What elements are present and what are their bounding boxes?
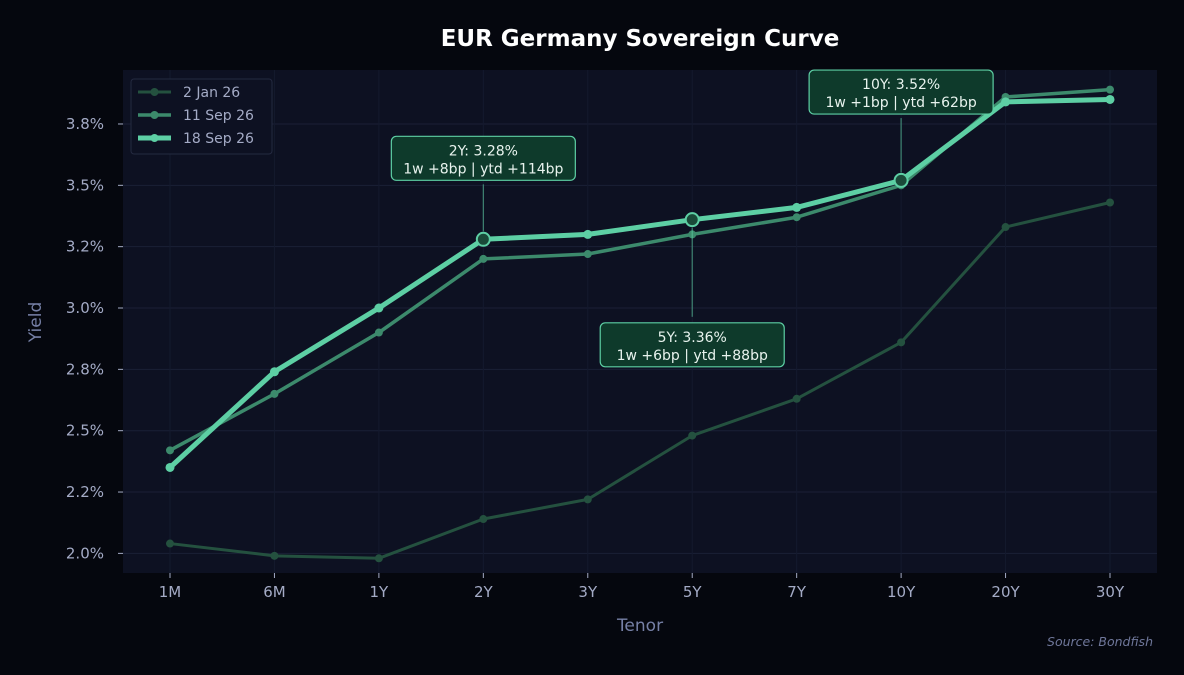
x-tick-label: 5Y xyxy=(683,583,703,601)
y-tick-label: 2.5% xyxy=(66,422,104,440)
y-tick-label: 2.2% xyxy=(66,483,104,501)
annotation-line2: 1w +6bp | ytd +88bp xyxy=(617,348,768,364)
annotation-line1: 10Y: 3.52% xyxy=(862,77,940,93)
x-axis-ticks: 1M 6M 1Y 2Y 3Y 5Y 7Y 10Y 20Y 30Y xyxy=(159,573,1125,601)
plot-area xyxy=(123,70,1157,573)
data-point xyxy=(270,389,279,398)
annotation-line2: 1w +8bp | ytd +114bp xyxy=(403,161,563,177)
y-tick-label: 3.8% xyxy=(66,115,104,133)
data-point xyxy=(583,229,593,239)
x-tick-label: 30Y xyxy=(1096,583,1125,601)
annotation-box xyxy=(599,322,785,368)
data-point xyxy=(269,367,279,377)
y-tick-label: 2.8% xyxy=(66,360,104,378)
y-tick-label: 2.0% xyxy=(66,544,104,562)
x-tick-label: 1M xyxy=(159,583,182,601)
x-tick-label: 2Y xyxy=(474,583,494,601)
data-point xyxy=(792,202,802,212)
annotation-line1: 2Y: 3.28% xyxy=(449,143,518,159)
y-tick-label: 3.2% xyxy=(66,238,104,256)
data-point xyxy=(583,495,592,504)
annotation-line2: 1w +1bp | ytd +62bp xyxy=(825,95,976,111)
highlight-point xyxy=(893,172,909,188)
y-tick-label: 3.5% xyxy=(66,176,104,194)
legend-label: 2 Jan 26 xyxy=(183,85,240,101)
x-tick-label: 3Y xyxy=(578,583,598,601)
source-note: Source: Bondfish xyxy=(1047,634,1153,649)
legend-swatch-marker xyxy=(150,134,159,142)
data-point xyxy=(479,515,488,524)
data-point xyxy=(1106,198,1114,207)
x-tick-label: 1Y xyxy=(370,583,390,601)
series-line-0 xyxy=(168,200,1112,560)
annotations: 2Y: 3.28% 1w +8bp | ytd +114bp 5Y: 3.36% 1w… xyxy=(390,69,994,368)
highlight-point xyxy=(684,212,700,228)
data-point xyxy=(1001,97,1011,107)
data-point xyxy=(583,250,592,259)
legend-label: 18 Sep 26 xyxy=(183,131,254,147)
data-point xyxy=(1105,94,1115,104)
data-point xyxy=(479,254,488,263)
highlight-point xyxy=(475,231,491,247)
annotation-line1: 5Y: 3.36% xyxy=(658,330,727,346)
data-point xyxy=(897,338,906,347)
data-point xyxy=(792,394,801,403)
data-point xyxy=(1106,85,1114,94)
y-tick-label: 3.0% xyxy=(66,299,104,317)
x-tick-label: 20Y xyxy=(991,583,1020,601)
series-line-2 xyxy=(167,96,1113,470)
x-tick-label: 6M xyxy=(263,583,286,601)
data-point xyxy=(166,446,174,455)
legend-label: 11 Sep 26 xyxy=(183,108,254,124)
data-point xyxy=(165,462,175,472)
x-tick-label: 7Y xyxy=(787,583,807,601)
x-axis-label: Tenor xyxy=(616,616,663,636)
annotation-box xyxy=(808,69,994,115)
data-point xyxy=(166,539,174,548)
x-tick-label: 10Y xyxy=(887,583,916,601)
series-lines xyxy=(165,85,1115,563)
data-point xyxy=(374,328,383,337)
data-point xyxy=(792,213,801,222)
legend-swatch-marker xyxy=(150,111,159,119)
data-point xyxy=(374,303,384,313)
y-axis-label: Yield xyxy=(26,302,46,343)
data-point xyxy=(374,554,383,563)
chart-title: EUR Germany Sovereign Curve xyxy=(441,26,840,52)
data-point xyxy=(688,431,697,440)
legend-swatch-marker xyxy=(150,88,159,96)
legend: 2 Jan 26 11 Sep 26 18 Sep 26 xyxy=(130,78,273,155)
y-axis-ticks: 2.0% 2.2% 2.5% 2.8% 3.0% 3.2% 3.5% 3.8% xyxy=(66,115,123,562)
data-point xyxy=(270,551,279,560)
annotation-box xyxy=(390,135,576,181)
legend-box xyxy=(130,78,273,155)
data-point xyxy=(1001,223,1010,232)
